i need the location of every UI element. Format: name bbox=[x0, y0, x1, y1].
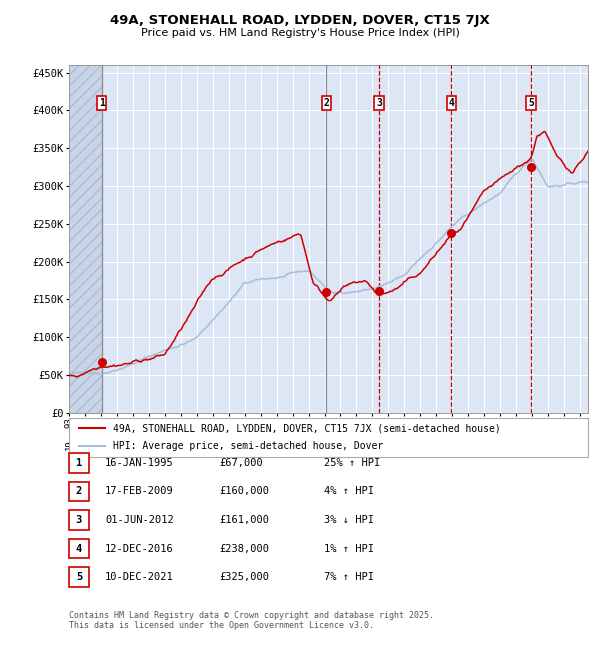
Text: 4: 4 bbox=[76, 543, 82, 554]
Text: 1: 1 bbox=[76, 458, 82, 468]
Text: 25% ↑ HPI: 25% ↑ HPI bbox=[324, 458, 380, 468]
Text: £325,000: £325,000 bbox=[219, 572, 269, 582]
Text: 1: 1 bbox=[98, 98, 104, 108]
Text: HPI: Average price, semi-detached house, Dover: HPI: Average price, semi-detached house,… bbox=[113, 441, 383, 451]
Text: £238,000: £238,000 bbox=[219, 543, 269, 554]
Text: 16-JAN-1995: 16-JAN-1995 bbox=[105, 458, 174, 468]
Text: 10-DEC-2021: 10-DEC-2021 bbox=[105, 572, 174, 582]
Text: £67,000: £67,000 bbox=[219, 458, 263, 468]
Text: 12-DEC-2016: 12-DEC-2016 bbox=[105, 543, 174, 554]
Text: 4: 4 bbox=[449, 98, 454, 108]
Text: 3: 3 bbox=[376, 98, 382, 108]
Text: Contains HM Land Registry data © Crown copyright and database right 2025.
This d: Contains HM Land Registry data © Crown c… bbox=[69, 611, 434, 630]
Bar bbox=[69, 65, 101, 413]
Text: 01-JUN-2012: 01-JUN-2012 bbox=[105, 515, 174, 525]
Text: 2: 2 bbox=[76, 486, 82, 497]
Text: 7% ↑ HPI: 7% ↑ HPI bbox=[324, 572, 374, 582]
Text: 3: 3 bbox=[76, 515, 82, 525]
Text: 4% ↑ HPI: 4% ↑ HPI bbox=[324, 486, 374, 497]
Text: Price paid vs. HM Land Registry's House Price Index (HPI): Price paid vs. HM Land Registry's House … bbox=[140, 28, 460, 38]
Text: £161,000: £161,000 bbox=[219, 515, 269, 525]
Text: 2: 2 bbox=[323, 98, 329, 108]
Text: 17-FEB-2009: 17-FEB-2009 bbox=[105, 486, 174, 497]
Text: 49A, STONEHALL ROAD, LYDDEN, DOVER, CT15 7JX (semi-detached house): 49A, STONEHALL ROAD, LYDDEN, DOVER, CT15… bbox=[113, 424, 501, 434]
Text: 1% ↑ HPI: 1% ↑ HPI bbox=[324, 543, 374, 554]
Text: 3% ↓ HPI: 3% ↓ HPI bbox=[324, 515, 374, 525]
Text: £160,000: £160,000 bbox=[219, 486, 269, 497]
Text: 5: 5 bbox=[528, 98, 534, 108]
Text: 5: 5 bbox=[76, 572, 82, 582]
Text: 49A, STONEHALL ROAD, LYDDEN, DOVER, CT15 7JX: 49A, STONEHALL ROAD, LYDDEN, DOVER, CT15… bbox=[110, 14, 490, 27]
